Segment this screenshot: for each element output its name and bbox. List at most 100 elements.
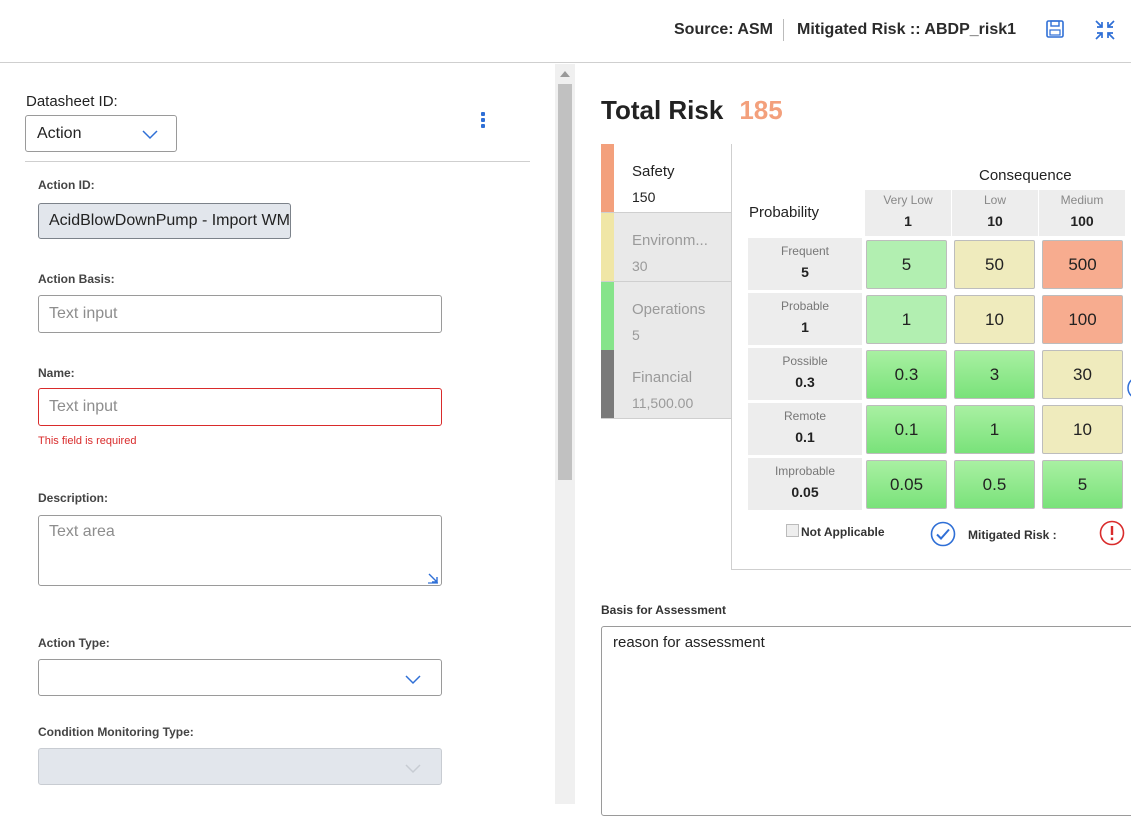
row-header-label: Probable <box>780 299 830 313</box>
category-value: 5 <box>632 327 640 343</box>
matrix-cell[interactable]: 1 <box>954 405 1035 454</box>
name-input[interactable]: Text input <box>38 388 442 426</box>
column-header-value: 100 <box>1070 213 1094 229</box>
column-header-value: 10 <box>987 213 1003 229</box>
action-basis-label: Action Basis: <box>38 272 115 286</box>
more-options-icon[interactable] <box>478 112 488 132</box>
condition-monitoring-type-select <box>38 748 442 785</box>
category-name: Operations <box>632 301 706 318</box>
matrix-cell[interactable]: 5 <box>866 240 947 289</box>
datasheet-id-label: Datasheet ID: <box>26 93 118 110</box>
info-icon[interactable] <box>1126 375 1131 401</box>
total-risk-label: Total Risk <box>601 95 724 125</box>
row-header-label: Improbable <box>774 464 836 478</box>
datasheet-panel: Datasheet ID: Action Action ID: AcidBlow… <box>0 64 555 804</box>
checkbox-icon[interactable] <box>786 524 799 537</box>
row-header-value: 0.05 <box>791 484 819 500</box>
column-header: Very Low 1 <box>865 190 951 236</box>
category-color-bar <box>601 282 614 350</box>
chevron-down-icon <box>405 761 421 779</box>
action-id-label: Action ID: <box>38 178 95 192</box>
category-tab-operations[interactable]: Operations 5 <box>601 282 732 351</box>
row-header: Remote 0.1 <box>748 403 862 455</box>
probability-label: Probability <box>749 204 820 221</box>
top-bar: Source: ASM Mitigated Risk :: ABDP_risk1 <box>0 0 1131 63</box>
category-tab-financial[interactable]: Financial 11,500.00 <box>601 350 732 419</box>
matrix-cell[interactable]: 30 <box>1042 350 1123 399</box>
description-label: Description: <box>38 491 109 505</box>
row-header-label: Remote <box>783 409 827 423</box>
resize-handle-icon[interactable] <box>427 571 439 584</box>
chevron-down-icon <box>405 672 421 690</box>
category-name: Safety <box>632 163 675 180</box>
not-applicable-checkbox[interactable]: Not Applicable <box>786 524 885 539</box>
row-header-label: Frequent <box>780 244 830 258</box>
column-header-label: Low <box>983 193 1006 207</box>
category-color-bar <box>601 350 614 418</box>
source-label: Source: ASM <box>674 21 773 38</box>
matrix-cell[interactable]: 5 <box>1042 460 1123 509</box>
warning-icon[interactable] <box>1099 520 1125 546</box>
datasheet-id-value: Action <box>37 125 82 142</box>
category-name: Environm... <box>632 232 708 249</box>
row-header-label: Possible <box>782 354 828 368</box>
datasheet-id-select[interactable]: Action <box>25 115 177 152</box>
category-tab-environment[interactable]: Environm... 30 <box>601 213 732 282</box>
matrix-cell[interactable]: 500 <box>1042 240 1123 289</box>
row-header: Probable 1 <box>748 293 862 345</box>
matrix-cell[interactable]: 10 <box>1042 405 1123 454</box>
row-header-value: 1 <box>801 319 809 335</box>
column-header-value: 1 <box>904 213 912 229</box>
category-tab-safety[interactable]: Safety 150 <box>601 144 732 213</box>
category-color-bar <box>601 144 614 212</box>
matrix-cell[interactable]: 0.1 <box>866 405 947 454</box>
matrix-cell[interactable]: 10 <box>954 295 1035 344</box>
basis-for-assessment-label: Basis for Assessment <box>601 603 726 617</box>
form-divider <box>25 161 530 162</box>
action-type-label: Action Type: <box>38 636 110 650</box>
chevron-down-icon <box>142 127 158 145</box>
not-applicable-label: Not Applicable <box>801 525 885 539</box>
row-header: Improbable 0.05 <box>748 458 862 510</box>
consequence-label: Consequence <box>979 167 1072 184</box>
scrollbar-thumb[interactable] <box>558 84 572 480</box>
matrix-cell[interactable]: 0.05 <box>866 460 947 509</box>
basis-for-assessment-textarea[interactable]: reason for assessment <box>601 626 1131 816</box>
matrix-cell[interactable]: 50 <box>954 240 1035 289</box>
name-error-message: This field is required <box>38 435 137 447</box>
check-circle-icon[interactable] <box>930 521 956 547</box>
column-header-label: Medium <box>1060 193 1104 207</box>
matrix-cell[interactable]: 0.5 <box>954 460 1035 509</box>
matrix-cell[interactable]: 100 <box>1042 295 1123 344</box>
scroll-up-icon[interactable] <box>560 71 570 77</box>
row-header: Possible 0.3 <box>748 348 862 400</box>
row-header-value: 5 <box>801 264 809 280</box>
description-placeholder: Text area <box>49 523 115 540</box>
collapse-icon[interactable] <box>1093 18 1117 42</box>
matrix-cell[interactable]: 0.3 <box>866 350 947 399</box>
action-id-field: AcidBlowDownPump - Import WM <box>38 203 291 239</box>
category-color-bar <box>601 213 614 281</box>
mitigated-risk-title: Mitigated Risk :: ABDP_risk1 <box>797 21 1017 38</box>
category-name: Financial <box>632 369 693 386</box>
condition-monitoring-type-label: Condition Monitoring Type: <box>38 725 194 739</box>
row-header: Frequent 5 <box>748 238 862 290</box>
matrix-cell[interactable]: 1 <box>866 295 947 344</box>
column-header: Medium 100 <box>1039 190 1125 236</box>
action-basis-input[interactable]: Text input <box>38 295 442 333</box>
left-panel-scrollbar[interactable] <box>555 64 575 804</box>
matrix-cell[interactable]: 3 <box>954 350 1035 399</box>
category-value: 30 <box>632 258 648 274</box>
category-value: 11,500.00 <box>632 395 694 411</box>
row-header-value: 0.1 <box>795 429 815 445</box>
save-icon[interactable] <box>1044 18 1068 42</box>
column-header-label: Very Low <box>883 193 933 207</box>
category-value: 150 <box>632 189 656 205</box>
description-textarea[interactable]: Text area <box>38 515 442 586</box>
row-header-value: 0.3 <box>795 374 815 390</box>
total-risk-value: 185 <box>739 95 783 125</box>
header-divider <box>783 19 784 41</box>
name-label: Name: <box>38 366 75 380</box>
mitigated-risk-label: Mitigated Risk : <box>968 528 1057 542</box>
action-type-select[interactable] <box>38 659 442 696</box>
